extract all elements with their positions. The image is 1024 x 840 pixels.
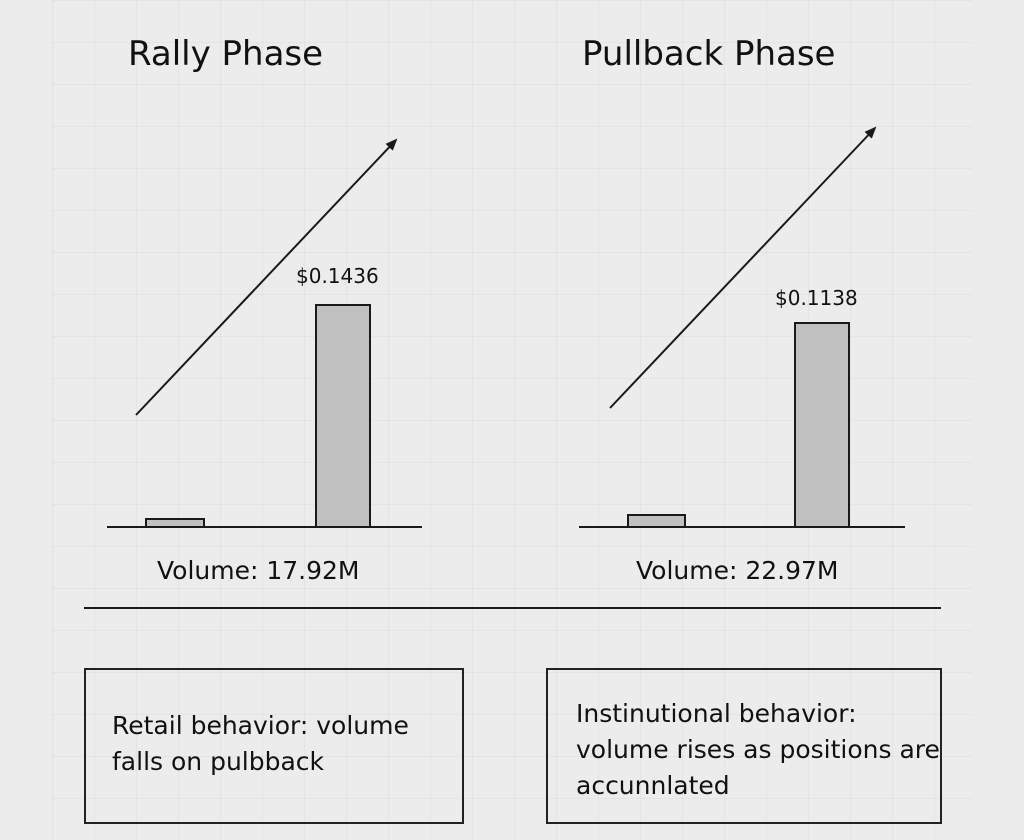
institutional-behavior-text: Instinutional behavior: volume rises as … [576, 699, 940, 800]
institutional-behavior-box: Instinutional behavior: volume rises as … [546, 668, 942, 824]
rally-volume-label: Volume: 17.92M [157, 556, 360, 585]
retail-behavior-text: Retail behavior: volume falls on pulbbac… [112, 711, 409, 776]
pullback-price-bar [794, 322, 850, 528]
pullback-small-bar [627, 514, 686, 528]
rally-price-bar [315, 304, 371, 528]
rally-price-label: $0.1436 [296, 264, 379, 288]
rally-phase-title: Rally Phase [128, 34, 324, 74]
pullback-phase-title: Pullback Phase [582, 34, 836, 74]
pullback-price-label: $0.1138 [775, 286, 858, 310]
rally-trend-arrow [135, 138, 398, 416]
retail-behavior-box: Retail behavior: volume falls on pulbbac… [84, 668, 464, 824]
pullback-trend-arrow [609, 126, 877, 409]
pullback-volume-label: Volume: 22.97M [636, 556, 839, 585]
rally-small-bar [145, 518, 205, 528]
